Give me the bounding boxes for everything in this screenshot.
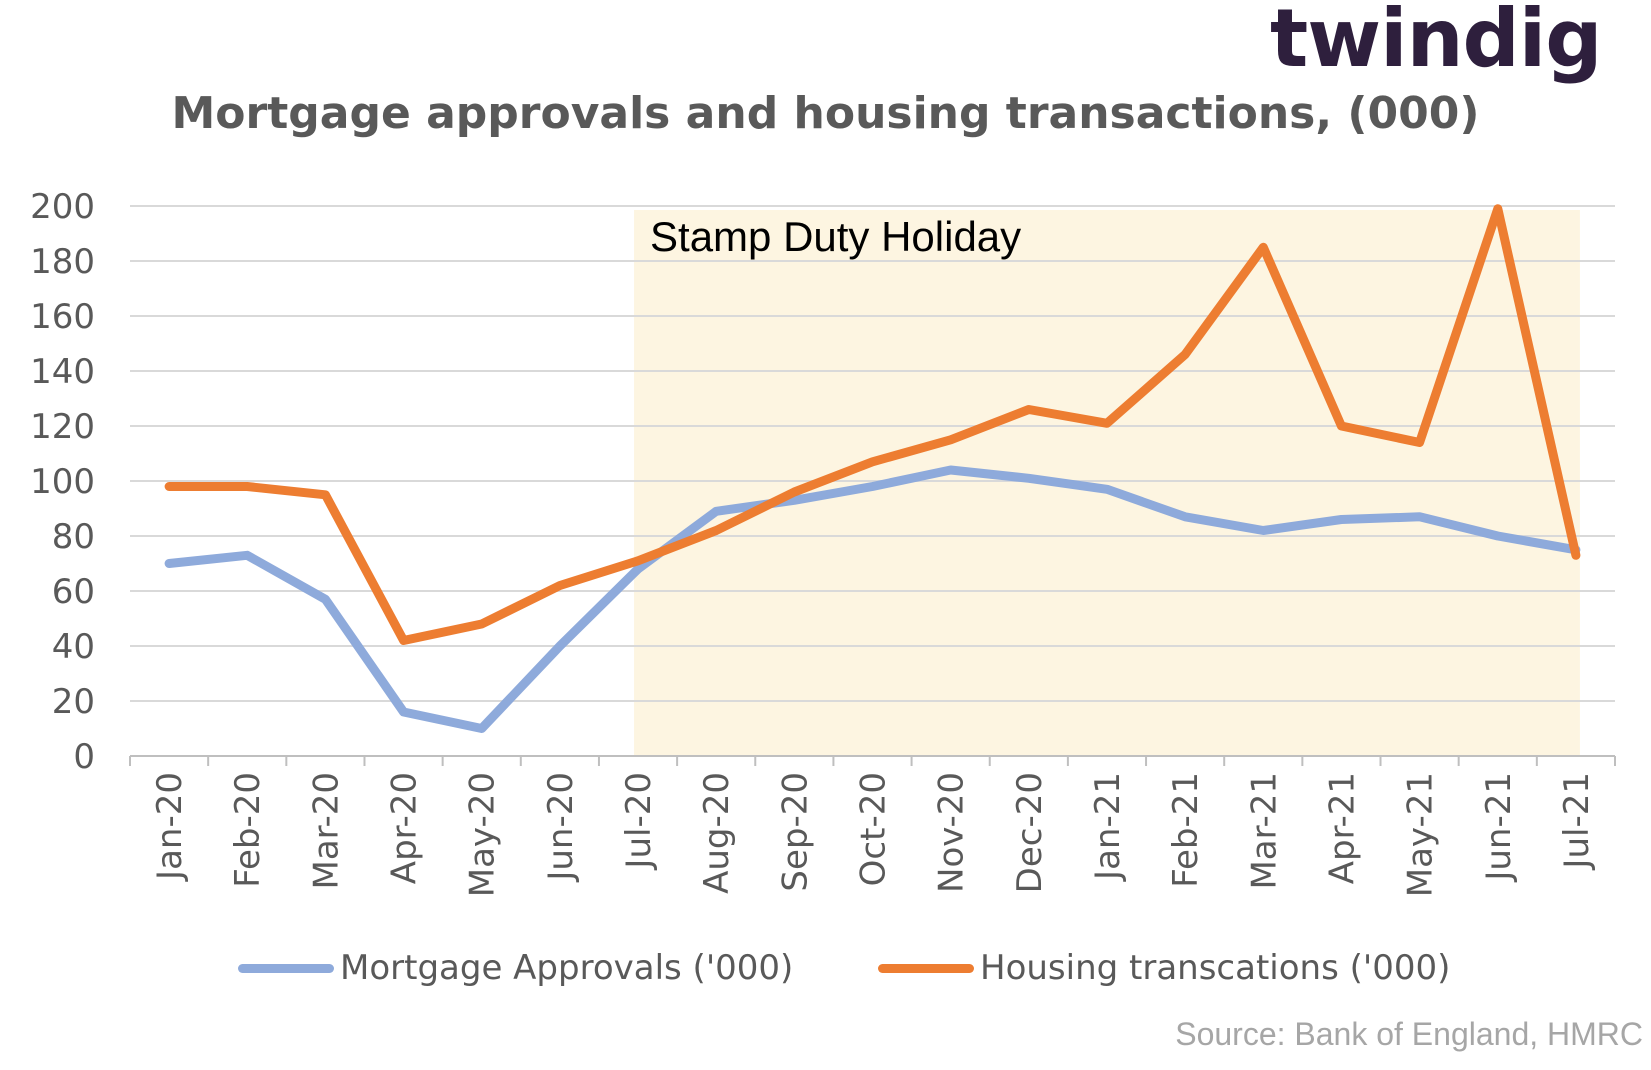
x-tick-label: Jun-20 [541, 772, 581, 883]
annotation-layer: Stamp Duty Holiday [650, 213, 1021, 260]
legend: Mortgage Approvals ('000) Housing transc… [0, 948, 1651, 998]
y-tick-label: 40 [52, 627, 95, 667]
legend-item-housing-transactions: Housing transcations ('000) [878, 948, 1450, 988]
y-tick-label: 200 [30, 187, 95, 227]
highlight-band-layer [634, 210, 1580, 756]
x-tick-label: May-20 [463, 772, 503, 897]
y-tick-label: 160 [30, 297, 95, 337]
y-tick-label: 60 [52, 572, 95, 612]
axis-layer: 0 20 40 60 80 100 120 140 160 180 200 Jan-20 Feb-20 M… [30, 187, 1616, 897]
legend-swatch [878, 963, 974, 973]
x-tick-label: Aug-20 [697, 772, 737, 894]
legend-label: Housing transcations ('000) [980, 948, 1451, 988]
grid-layer [130, 205, 1615, 702]
y-tick-label: 140 [30, 352, 95, 392]
logo-text: twindig [1270, 0, 1602, 85]
x-tick-label: Nov-20 [932, 772, 972, 893]
x-tick-label: Jul-20 [619, 772, 659, 871]
legend-swatch [238, 963, 334, 973]
series-layer [164, 204, 1581, 733]
y-tick-label: 120 [30, 407, 95, 447]
x-tick-label: Sep-20 [775, 772, 815, 892]
series-line-mortgage-approvals [164, 465, 1581, 733]
x-tick-label: Dec-20 [1010, 772, 1050, 893]
x-tick-label: Jan-20 [150, 772, 190, 882]
legend-label: Mortgage Approvals ('000) [340, 948, 794, 988]
x-tick-label: Apr-20 [385, 772, 425, 884]
x-tick-label: Feb-21 [1166, 772, 1206, 888]
x-tick-label: Jul-21 [1557, 772, 1597, 871]
legend-item-mortgage-approvals: Mortgage Approvals ('000) [238, 948, 793, 988]
twindig-logo: twindig [1270, 0, 1602, 85]
x-tick-label: Mar-20 [306, 772, 346, 890]
x-tick-label: Feb-20 [228, 772, 268, 888]
x-tick-label: May-21 [1401, 772, 1441, 897]
x-tick-label: Jun-21 [1479, 772, 1519, 883]
y-tick-label: 80 [52, 517, 95, 557]
stamp-duty-band [634, 210, 1580, 756]
chart-title: Mortgage approvals and housing transacti… [171, 88, 1480, 139]
y-tick-label: 100 [30, 462, 95, 502]
stamp-duty-label: Stamp Duty Holiday [650, 213, 1021, 260]
x-tick-label: Apr-21 [1322, 772, 1362, 884]
x-tick-label: Mar-21 [1244, 772, 1284, 890]
y-tick-label: 20 [52, 682, 95, 722]
x-tick-label: Jan-21 [1088, 772, 1128, 882]
series-line-housing-transactions [164, 204, 1581, 645]
y-tick-label: 0 [73, 737, 95, 777]
source-note: Source: Bank of England, HMRC [1175, 1016, 1643, 1052]
x-tick-label: Oct-20 [854, 772, 894, 886]
y-tick-label: 180 [30, 242, 95, 282]
